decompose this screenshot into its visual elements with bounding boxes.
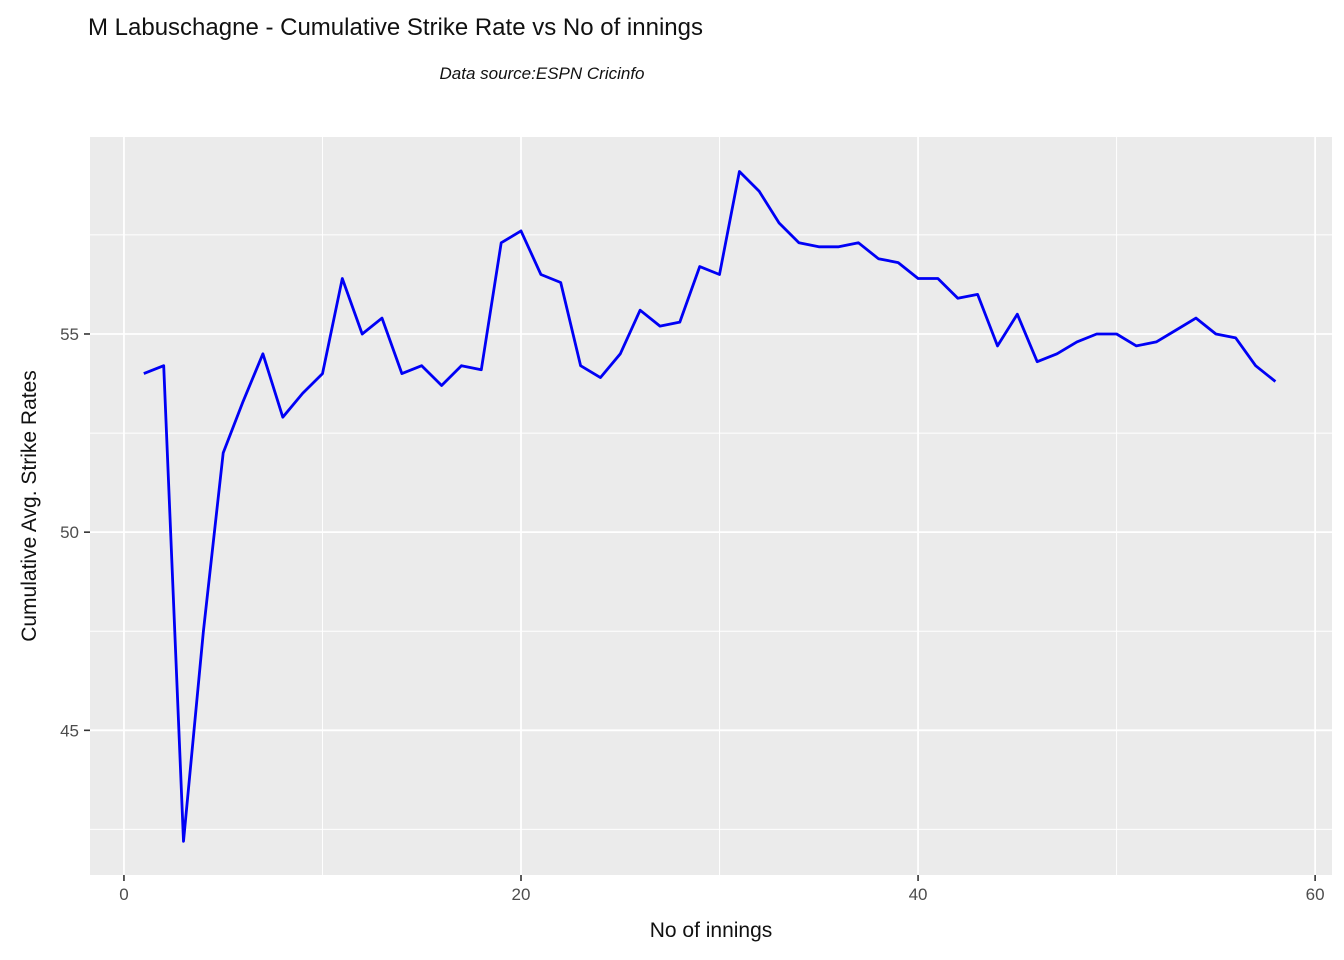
cumulative-strike-rate-line [143,170,1277,843]
chart-subtitle: Data source:ESPN Cricinfo [439,64,645,83]
y-tick-label: 50 [60,523,79,542]
x-tick-label: 40 [909,885,928,904]
chart-title: M Labuschagne - Cumulative Strike Rate v… [88,14,703,41]
y-tick-label: 45 [60,721,79,740]
x-tick-label: 60 [1306,885,1325,904]
plot-panel [90,137,1332,875]
x-axis-title: No of innings [649,919,773,942]
y-axis-title: Cumulative Avg. Strike Rates [18,370,41,642]
y-tick-label: 55 [60,325,79,344]
x-tick-label: 0 [119,885,128,904]
x-tick-label: 20 [512,885,531,904]
